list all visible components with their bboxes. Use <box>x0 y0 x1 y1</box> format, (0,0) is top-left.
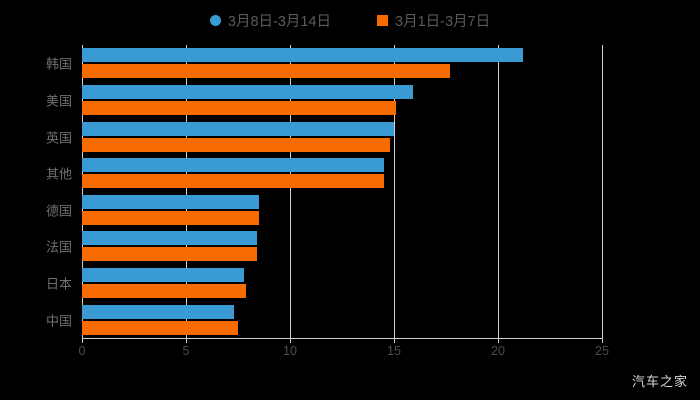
bar[interactable] <box>82 48 523 63</box>
x-tick-label: 25 <box>595 344 609 358</box>
x-tick-label: 0 <box>78 344 86 358</box>
bar[interactable] <box>82 284 247 299</box>
plot-area <box>82 45 603 338</box>
legend-label-series-0: 3月8日-3月14日 <box>227 13 332 30</box>
watermark: 汽车之家 <box>631 374 688 389</box>
x-tick-mark <box>394 338 395 343</box>
gridline <box>602 45 603 338</box>
legend-swatch-circle-icon <box>209 14 221 26</box>
y-axis-category-label: 日本 <box>45 276 72 292</box>
x-tick-label: 10 <box>283 344 297 358</box>
x-axis-line <box>82 338 603 339</box>
legend-entry-series-0[interactable]: 3月8日-3月14日 <box>209 10 332 31</box>
bar[interactable] <box>82 121 394 136</box>
y-axis-category-label: 法国 <box>45 239 72 255</box>
bar[interactable] <box>82 194 259 209</box>
bar[interactable] <box>82 158 384 173</box>
x-tick-mark <box>186 338 187 343</box>
x-tick-label: 20 <box>491 344 505 358</box>
bar[interactable] <box>82 320 238 335</box>
bar[interactable] <box>82 174 384 189</box>
legend-label-series-1: 3月1日-3月7日 <box>395 13 491 30</box>
bar[interactable] <box>82 231 257 246</box>
bar[interactable] <box>82 268 245 283</box>
bar[interactable] <box>82 84 413 99</box>
legend-swatch-square-icon <box>377 14 389 26</box>
x-tick-mark <box>602 338 603 343</box>
bar[interactable] <box>82 64 451 79</box>
x-tick-mark <box>290 338 291 343</box>
x-tick-mark <box>82 338 83 343</box>
bar[interactable] <box>82 100 397 115</box>
x-tick-label: 15 <box>387 344 401 358</box>
x-tick-mark <box>498 338 499 343</box>
gridline <box>186 45 187 338</box>
legend-entry-series-1[interactable]: 3月1日-3月7日 <box>377 10 490 31</box>
chart-legend: 3月8日-3月14日 3月1日-3月7日 <box>0 8 700 32</box>
gridline <box>82 45 83 338</box>
y-axis-category-label: 其他 <box>45 166 72 182</box>
bar[interactable] <box>82 137 390 152</box>
y-axis-category-label: 美国 <box>45 93 72 109</box>
y-axis-category-label: 英国 <box>45 130 72 146</box>
bar[interactable] <box>82 210 259 225</box>
x-tick-label: 5 <box>182 344 190 358</box>
gridline <box>498 45 499 338</box>
y-axis-category-label: 中国 <box>45 313 72 329</box>
gridline <box>290 45 291 338</box>
bar[interactable] <box>82 304 234 319</box>
gridline <box>394 45 395 338</box>
y-axis-category-label: 德国 <box>45 203 72 219</box>
y-axis-category-label: 韩国 <box>45 56 72 72</box>
bar[interactable] <box>82 247 257 262</box>
